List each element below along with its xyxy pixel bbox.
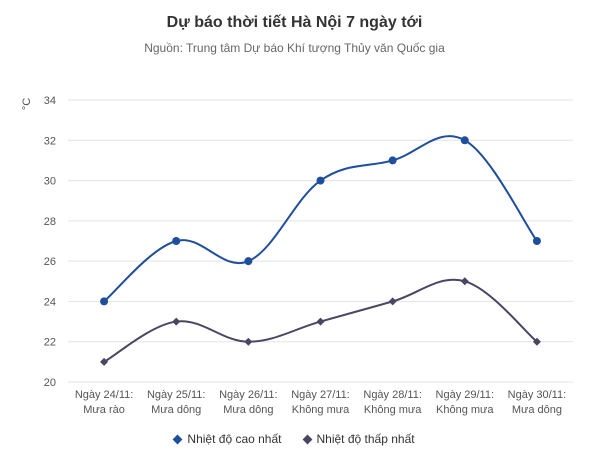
x-tick-label: Ngày 29/11: Không mưa <box>436 389 495 416</box>
legend-marker-high-icon <box>172 434 183 444</box>
legend-marker-low-icon <box>302 434 312 444</box>
data-point[interactable] <box>172 317 181 326</box>
y-tick-label: 30 <box>44 176 56 188</box>
y-tick-label: 32 <box>44 135 56 147</box>
data-point[interactable] <box>460 277 469 286</box>
data-point[interactable] <box>388 156 397 165</box>
y-tick-label: 28 <box>44 216 56 228</box>
chart-subtitle: Nguồn: Trung tâm Dự báo Khí tượng Thủy v… <box>144 41 445 55</box>
x-tick-label: Ngày 28/11: Không mưa <box>363 389 422 416</box>
legend-item-low[interactable]: Nhiệt độ thấp nhất <box>302 432 415 446</box>
y-tick-label: 20 <box>44 377 56 389</box>
data-point[interactable] <box>172 237 181 245</box>
data-point[interactable] <box>244 337 253 346</box>
y-tick-label: 24 <box>44 296 56 308</box>
data-point[interactable] <box>532 337 541 346</box>
y-tick-label: 34 <box>44 95 56 107</box>
series-line-0 <box>103 135 538 303</box>
legend-label-high: Nhiệt độ cao nhất <box>187 432 282 446</box>
data-point[interactable] <box>316 317 325 326</box>
legend-label-low: Nhiệt độ thấp nhất <box>316 432 415 446</box>
chart-title: Dự báo thời tiết Hà Nội 7 ngày tới <box>166 14 423 31</box>
y-tick-label: 22 <box>44 337 56 349</box>
data-point[interactable] <box>532 237 541 245</box>
y-axis-label: °C <box>21 98 33 110</box>
x-tick-label: Ngày 26/11: Mưa dông <box>219 389 278 416</box>
y-tick-label: 26 <box>44 256 56 268</box>
data-point[interactable] <box>244 257 253 266</box>
legend: Nhiệt độ cao nhất Nhiệt độ thấp nhất <box>0 432 589 446</box>
data-point[interactable] <box>100 357 109 366</box>
data-point[interactable] <box>388 297 397 306</box>
data-point[interactable] <box>316 176 325 185</box>
x-tick-label: Ngày 24/11: Mưa rào <box>75 389 134 416</box>
x-tick-label: Ngày 25/11: Mưa dông <box>147 389 206 416</box>
data-point[interactable] <box>100 297 109 306</box>
data-point[interactable] <box>460 136 469 145</box>
x-tick-label: Ngày 30/11: Mưa dông <box>508 389 567 416</box>
legend-item-high[interactable]: Nhiệt độ cao nhất <box>172 432 282 446</box>
x-tick-label: Ngày 27/11: Không mưa <box>291 389 350 416</box>
